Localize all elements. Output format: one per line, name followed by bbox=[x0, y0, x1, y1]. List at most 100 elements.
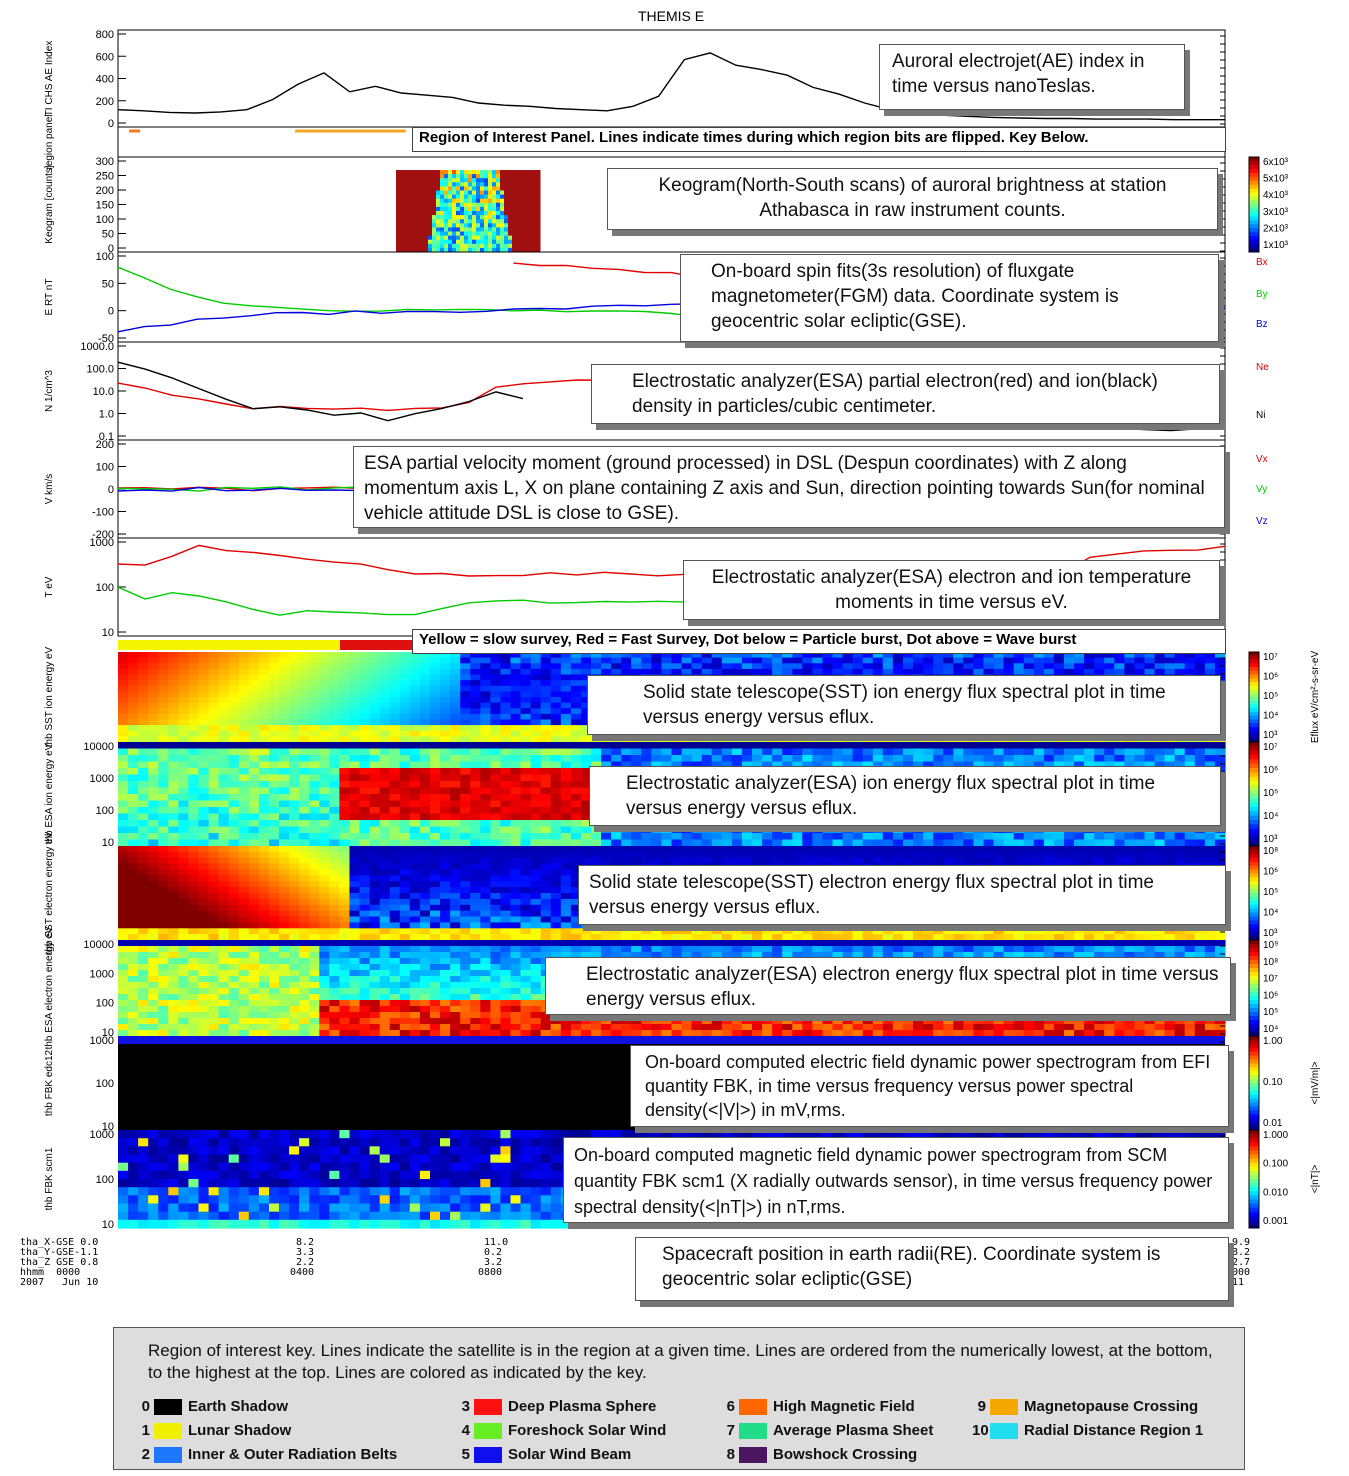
esa-electron-colorbar-segment bbox=[1249, 952, 1259, 957]
region-key-label: Lunar Shadow bbox=[188, 1422, 292, 1439]
scm1-colorbar-segment bbox=[1249, 1154, 1259, 1160]
sst-electron-colorbar-segment bbox=[1249, 916, 1259, 921]
edc12-colorbar-label: 1.00 bbox=[1263, 1036, 1283, 1047]
esa-ion-colorbar-segment bbox=[1249, 828, 1259, 834]
esa-electron-colorbar-segment bbox=[1249, 992, 1259, 997]
esa-ion-colorbar-segment bbox=[1249, 841, 1259, 847]
temperature-ylabel: T eV bbox=[44, 576, 55, 597]
region-key-label: Foreshock Solar Wind bbox=[508, 1422, 667, 1439]
esa-ion-colorbar-segment bbox=[1249, 824, 1259, 830]
edc12-colorbar-label: 0.10 bbox=[1263, 1077, 1283, 1088]
region-key-number: 10 bbox=[972, 1422, 989, 1439]
edc12-colorbar-segment bbox=[1249, 1059, 1259, 1064]
esa-electron-colorbar-segment bbox=[1249, 948, 1259, 953]
density-tick-label: 100.0 bbox=[86, 364, 114, 376]
region-key-number: 3 bbox=[461, 1398, 470, 1415]
scm1-colorbar-segment bbox=[1249, 1195, 1259, 1200]
keogram-ylabel: Keogram [counts] bbox=[44, 165, 55, 244]
sst-electron-colorbar-label: 10⁵ bbox=[1263, 887, 1278, 898]
region-key-label: Bowshock Crossing bbox=[773, 1446, 918, 1463]
sst-electron-colorbar-segment bbox=[1249, 908, 1259, 914]
velocity-tick-label: -200 bbox=[92, 529, 114, 541]
keogram-colorbar-segment bbox=[1249, 240, 1259, 245]
region-key-number: 5 bbox=[461, 1446, 470, 1463]
sst-electron-colorbar-label: 10⁸ bbox=[1263, 846, 1278, 857]
sst-ion-colorbar-segment bbox=[1249, 655, 1259, 660]
callout-mode: Yellow = slow survey, Red = Fast Survey,… bbox=[412, 629, 1226, 654]
scm1-tick-label: 100 bbox=[96, 1174, 114, 1186]
esa-electron-colorbar-segment bbox=[1249, 984, 1259, 989]
velocity-legend-vx: Vx bbox=[1256, 454, 1268, 465]
sst-ion-colorbar-segment bbox=[1249, 727, 1259, 732]
edc12-colorbar-segment bbox=[1249, 1118, 1259, 1123]
scm1-colorbar-segment bbox=[1249, 1219, 1259, 1225]
region-key-label: Inner & Outer Radiation Belts bbox=[188, 1446, 398, 1463]
esa-ion-colorbar-segment bbox=[1249, 750, 1259, 756]
position-col-1: 8.2 3.3 2.2 0400 bbox=[290, 1237, 315, 1278]
scm1-colorbar-segment bbox=[1249, 1183, 1259, 1188]
sst-ion-colorbar-segment bbox=[1249, 667, 1259, 672]
region-key-number: 7 bbox=[726, 1422, 735, 1439]
temperature-tick-label: 100 bbox=[96, 582, 114, 594]
plot-title: THEMIS E bbox=[638, 8, 705, 24]
keogram-colorbar-segment bbox=[1249, 157, 1259, 162]
esa-ion-colorbar-segment bbox=[1249, 837, 1259, 843]
ae-tick-label: 0 bbox=[108, 118, 114, 130]
esa-ion-tick-label: 100 bbox=[96, 805, 114, 817]
esa-ion-colorbar-segment bbox=[1249, 755, 1259, 760]
esa-electron-colorbar-segment bbox=[1249, 980, 1259, 985]
keogram-colorbar-segment bbox=[1249, 168, 1259, 174]
esa-ion-colorbar-label: 10⁵ bbox=[1263, 788, 1278, 799]
sst-electron-colorbar-segment bbox=[1249, 853, 1259, 859]
scm1-colorbar-label: 0.010 bbox=[1263, 1187, 1288, 1198]
edc12-colorbar-segment bbox=[1249, 1047, 1259, 1053]
esa-electron-colorbar-segment bbox=[1249, 972, 1259, 977]
scm1-colorbar-title: <|nT|> bbox=[1310, 1165, 1321, 1194]
edc12-colorbar-segment bbox=[1249, 1075, 1259, 1080]
region-key-swatch bbox=[154, 1422, 182, 1439]
callout-esa-electron: Electrostatic analyzer(ESA) electron ene… bbox=[545, 957, 1231, 1015]
sst-ion-colorbar-title: Eflux eV/cm²-s-sr-eV bbox=[1310, 651, 1321, 744]
callout-ae: Auroral electrojet(AE) index in time ver… bbox=[879, 44, 1185, 110]
keogram-colorbar-segment bbox=[1249, 180, 1259, 186]
edc12-colorbar-segment bbox=[1249, 1083, 1259, 1088]
callout-sst-electron: Solid state telescope(SST) electron ener… bbox=[578, 865, 1226, 925]
callout-position: Spacecraft position in earth radii(RE). … bbox=[635, 1237, 1229, 1301]
region-key-label: Magnetopause Crossing bbox=[1024, 1398, 1199, 1415]
keogram-colorbar-segment bbox=[1249, 176, 1259, 182]
esa-electron-tick-label: 10 bbox=[102, 1027, 114, 1039]
esa-electron-colorbar-segment bbox=[1249, 1004, 1259, 1009]
velocity-legend-vy: Vy bbox=[1256, 484, 1267, 495]
density-tick-label: 10.0 bbox=[93, 386, 114, 398]
scm1-colorbar-frame bbox=[1248, 1129, 1260, 1229]
scm1-colorbar-segment bbox=[1249, 1150, 1259, 1155]
callout-velocity: ESA partial velocity moment (ground proc… bbox=[353, 446, 1225, 528]
region-key-swatch bbox=[739, 1422, 767, 1439]
ae-tick-label: 600 bbox=[96, 51, 114, 63]
esa-electron-colorbar-segment bbox=[1249, 940, 1259, 945]
ae-tick-label: 800 bbox=[96, 29, 114, 41]
esa-ion-colorbar-segment bbox=[1249, 772, 1259, 778]
esa-ion-colorbar-segment bbox=[1249, 785, 1259, 791]
region-key-item: 4 Foreshock Solar Wind bbox=[456, 1422, 667, 1439]
esa-ion-colorbar-segment bbox=[1249, 781, 1259, 786]
esa-ion-tick-label: 1000 bbox=[90, 773, 114, 785]
keogram-colorbar-segment bbox=[1249, 224, 1259, 229]
region-key-label: High Magnetic Field bbox=[773, 1398, 915, 1415]
esa-electron-colorbar-segment bbox=[1249, 944, 1259, 949]
fgm-ylabel: E RT nT bbox=[44, 279, 55, 316]
esa-electron-tick-label: 1000 bbox=[90, 968, 114, 980]
sst-electron-colorbar-segment bbox=[1249, 920, 1259, 925]
edc12-tick-label: 1000 bbox=[90, 1035, 114, 1047]
esa-ion-tick-label: 10000 bbox=[83, 741, 114, 753]
edc12-colorbar-segment bbox=[1249, 1126, 1259, 1131]
sst-electron-colorbar-segment bbox=[1249, 877, 1259, 882]
edc12-colorbar-segment bbox=[1249, 1067, 1259, 1072]
esa-ion-colorbar-segment bbox=[1249, 763, 1259, 769]
region-key-description: Region of interest key. Lines indicate t… bbox=[148, 1341, 1213, 1382]
sst-electron-colorbar-segment bbox=[1249, 885, 1259, 890]
sst-ion-colorbar-segment bbox=[1249, 712, 1259, 717]
mode-bar-slow-survey bbox=[118, 640, 340, 650]
scm1-colorbar-segment bbox=[1249, 1138, 1259, 1143]
